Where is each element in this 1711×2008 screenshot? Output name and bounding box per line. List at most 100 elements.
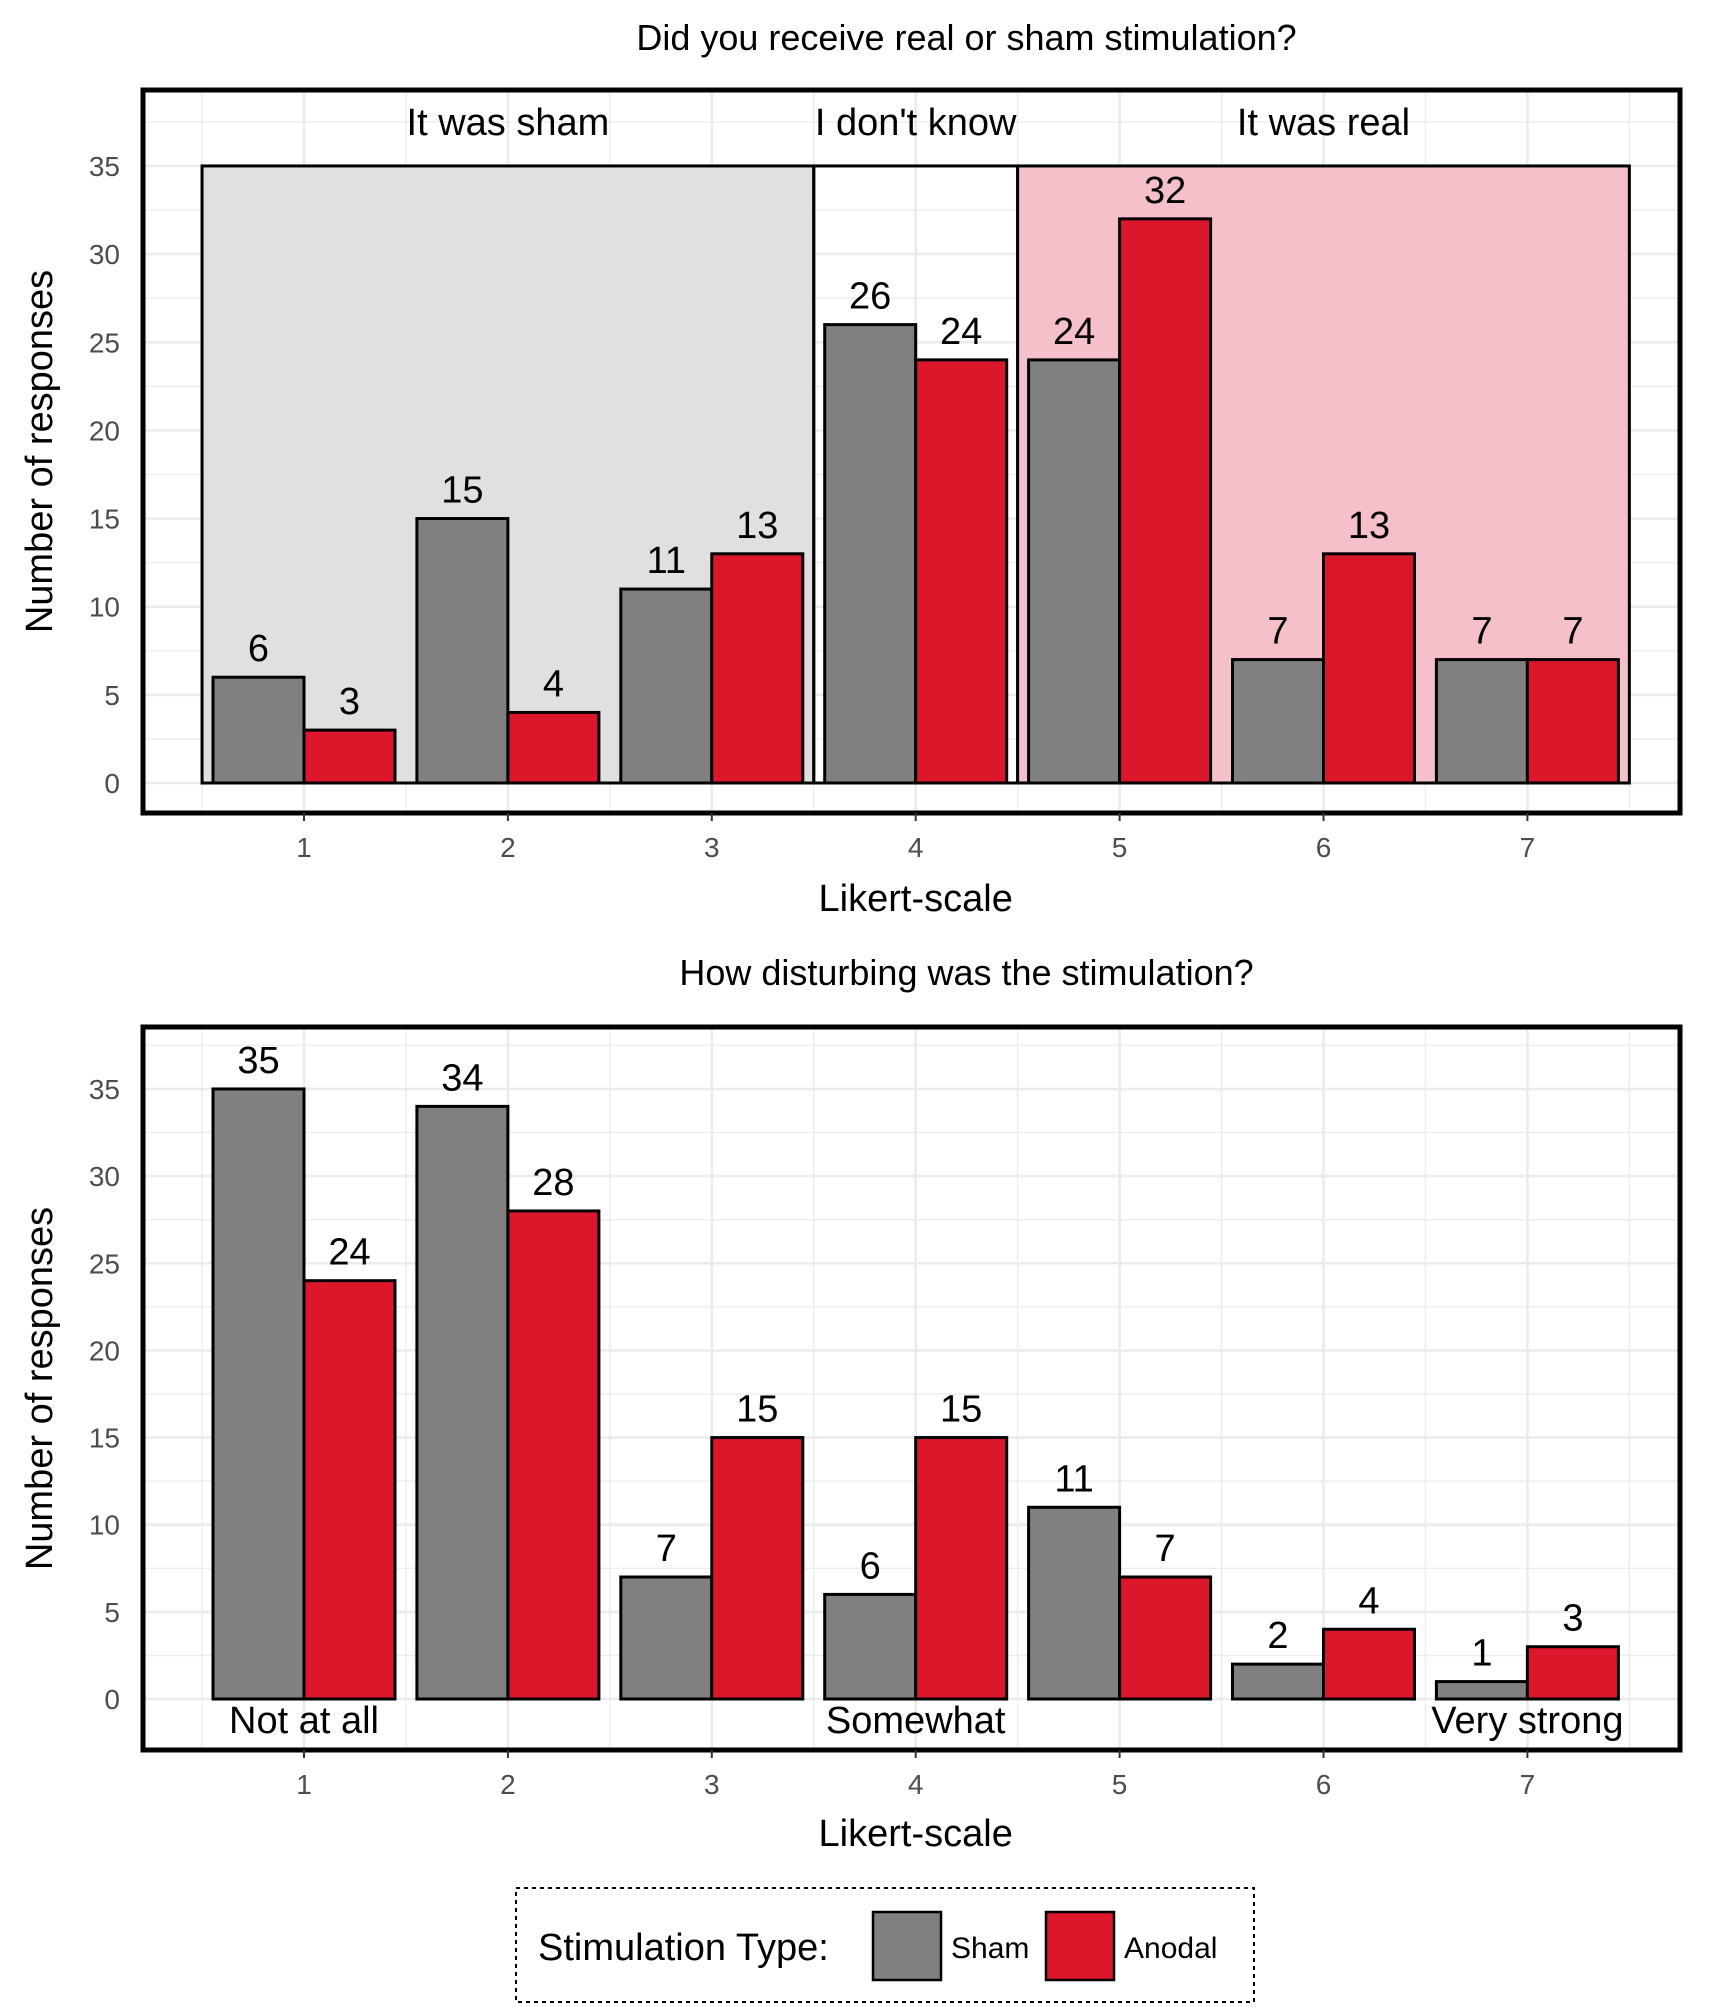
bar-value-label: 11 (647, 540, 686, 582)
x-tick-label: 2 (500, 832, 516, 863)
y-axis-title: Number of responses (19, 1207, 61, 1570)
bar-anodal (710, 552, 805, 785)
scale-anchor-label: Somewhat (826, 1700, 1006, 1742)
y-tick-label: 5 (104, 1597, 120, 1628)
bar-anodal (1322, 1627, 1416, 1701)
y-tick-label: 5 (104, 680, 120, 711)
x-tick-label: 2 (500, 1769, 516, 1800)
bar-value-label: 15 (736, 1389, 778, 1431)
panel-border (140, 1024, 1683, 1753)
x-tick-label: 3 (704, 1769, 720, 1800)
bar-anodal (506, 1209, 601, 1701)
bar-sham (415, 1104, 510, 1701)
y-tick-label: 30 (89, 239, 120, 270)
y-tick-label: 10 (89, 592, 120, 623)
bar-value-label: 13 (1348, 505, 1390, 547)
bar-value-label: 6 (248, 628, 269, 670)
legend-swatch-sham (871, 1910, 943, 1982)
legend-title: Stimulation Type: (538, 1927, 829, 1969)
bar-value-label: 7 (1562, 611, 1583, 653)
bar-value-label: 15 (940, 1389, 982, 1431)
bar-anodal (302, 1279, 397, 1701)
bar-anodal (914, 1436, 1009, 1701)
panel-border (140, 87, 1683, 816)
bar-value-label: 13 (736, 505, 778, 547)
bar-value-label: 34 (441, 1057, 483, 1099)
legend-label-sham: Sham (951, 1932, 1029, 1965)
bar-value-label: 11 (1054, 1458, 1093, 1500)
x-tick-label: 1 (296, 832, 312, 863)
x-tick-label: 7 (1520, 1769, 1536, 1800)
bar-value-label: 7 (1471, 611, 1492, 653)
y-tick-label: 0 (104, 768, 120, 799)
region-label: It was real (1237, 102, 1410, 144)
bar-anodal (1525, 658, 1620, 785)
bar-value-label: 2 (1267, 1615, 1288, 1657)
y-tick-label: 25 (89, 1248, 120, 1279)
bar-sham (1434, 1680, 1529, 1701)
bar-anodal (710, 1436, 805, 1701)
bar-value-label: 35 (237, 1040, 279, 1082)
bar-anodal (302, 728, 397, 785)
bar-sham (1027, 358, 1122, 785)
y-tick-label: 15 (89, 504, 120, 535)
bar-sham (1434, 658, 1529, 785)
x-tick-label: 6 (1316, 832, 1332, 863)
bar-value-label: 28 (532, 1162, 574, 1204)
bar-sham (1231, 1662, 1325, 1701)
scale-anchor-label: Not at all (229, 1700, 379, 1742)
region-label: I don't know (815, 102, 1017, 144)
x-axis-title: Likert-scale (819, 878, 1013, 920)
x-tick-label: 4 (908, 1769, 924, 1800)
y-tick-label: 20 (89, 415, 120, 446)
bar-anodal (914, 358, 1009, 785)
bar-sham (415, 517, 510, 785)
chart-title: How disturbing was the stimulation? (679, 952, 1253, 993)
bar-value-label: 24 (1053, 311, 1095, 353)
legend: Stimulation Type: Sham Anodal (515, 1887, 1255, 2003)
y-tick-label: 25 (89, 327, 120, 358)
bar-value-label: 26 (849, 276, 891, 318)
bar-value-label: 4 (1358, 1580, 1379, 1622)
x-tick-label: 6 (1316, 1769, 1332, 1800)
y-axis-title: Number of responses (19, 270, 61, 633)
x-axis-title: Likert-scale (819, 1813, 1013, 1855)
bar-value-label: 7 (656, 1528, 677, 1570)
legend-frame (515, 1887, 1255, 2003)
y-tick-label: 0 (104, 1684, 120, 1715)
bar-value-label: 6 (860, 1545, 881, 1587)
bar-anodal (1322, 552, 1416, 785)
bar-sham (1027, 1505, 1122, 1701)
bar-value-label: 7 (1267, 611, 1288, 653)
bar-anodal (506, 710, 601, 785)
bar-sham (823, 1592, 918, 1701)
y-tick-label: 35 (89, 1074, 120, 1105)
bar-sham (619, 587, 714, 785)
bar-anodal (1525, 1645, 1620, 1701)
y-tick-label: 15 (89, 1423, 120, 1454)
bar-sham (211, 1087, 306, 1701)
bar-sham (211, 675, 306, 785)
bar-sham (823, 323, 918, 785)
legend-label-anodal: Anodal (1124, 1932, 1217, 1965)
scale-anchor-label: Very strong (1431, 1700, 1623, 1742)
x-tick-label: 5 (1112, 1769, 1128, 1800)
y-tick-label: 20 (89, 1335, 120, 1366)
gridlines (143, 1027, 1680, 1750)
panel-real-or-sham: It was sham I don't know It was real615112… (19, 17, 1683, 920)
y-tick-label: 10 (89, 1510, 120, 1541)
plot-area: It was sham I don't know It was real615112… (89, 87, 1683, 863)
x-tick-label: 4 (908, 832, 924, 863)
x-tick-label: 1 (296, 1769, 312, 1800)
y-tick-label: 35 (89, 151, 120, 182)
region-label: It was sham (407, 102, 610, 144)
x-tick-label: 5 (1112, 832, 1128, 863)
x-tick-label: 3 (704, 832, 720, 863)
bar-anodal (1118, 1575, 1213, 1701)
bar-sham (1231, 658, 1325, 785)
bar-value-label: 3 (1562, 1598, 1583, 1640)
bar-value-label: 32 (1144, 170, 1186, 212)
